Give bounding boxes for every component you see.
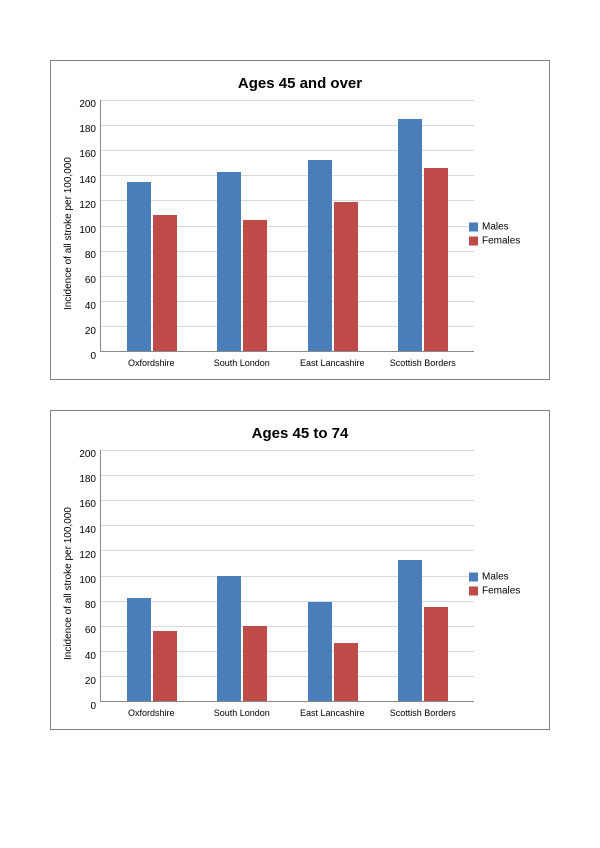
legend-label: Males bbox=[482, 222, 509, 233]
bar bbox=[243, 220, 267, 351]
bar bbox=[334, 202, 358, 351]
bar bbox=[243, 626, 267, 701]
legend-label: Females bbox=[482, 236, 520, 247]
bar bbox=[153, 631, 177, 701]
bar-group bbox=[288, 450, 378, 701]
x-labels: OxfordshireSouth LondonEast LancashireSc… bbox=[100, 702, 474, 718]
bar bbox=[127, 598, 151, 701]
y-ticks: 200180160140120100806040200 bbox=[76, 100, 100, 352]
legend-item: Males bbox=[469, 222, 529, 233]
bar bbox=[398, 119, 422, 351]
bar-group bbox=[107, 100, 197, 351]
legend-label: Males bbox=[482, 572, 509, 583]
page: Ages 45 and over Incidence of all stroke … bbox=[0, 0, 600, 800]
y-ticks: 200180160140120100806040200 bbox=[76, 450, 100, 702]
plot-area bbox=[100, 450, 474, 702]
x-label: Scottish Borders bbox=[378, 352, 469, 368]
bar bbox=[398, 560, 422, 701]
chart-box-0: Ages 45 and over Incidence of all stroke … bbox=[50, 60, 550, 380]
chart-title: Ages 45 to 74 bbox=[61, 425, 539, 442]
bar-group bbox=[197, 100, 287, 351]
legend: Males Females bbox=[469, 569, 529, 600]
bar bbox=[217, 576, 241, 702]
bar-groups bbox=[101, 450, 474, 701]
legend-swatch bbox=[469, 237, 478, 246]
y-axis-title: Incidence of all stroke per 100,000 bbox=[61, 100, 76, 368]
bar bbox=[127, 182, 151, 351]
bar-groups bbox=[101, 100, 474, 351]
legend-swatch bbox=[469, 587, 478, 596]
bar bbox=[424, 168, 448, 351]
y-axis-title: Incidence of all stroke per 100,000 bbox=[61, 450, 76, 718]
x-label: East Lancashire bbox=[287, 702, 378, 718]
bar bbox=[308, 160, 332, 351]
legend-item: Males bbox=[469, 572, 529, 583]
bar-group bbox=[197, 450, 287, 701]
bar bbox=[424, 607, 448, 701]
chart-title: Ages 45 and over bbox=[61, 75, 539, 92]
bar-group bbox=[378, 100, 468, 351]
x-label: Oxfordshire bbox=[106, 702, 197, 718]
x-label: Oxfordshire bbox=[106, 352, 197, 368]
bar-group bbox=[378, 450, 468, 701]
legend-item: Females bbox=[469, 586, 529, 597]
legend-swatch bbox=[469, 573, 478, 582]
legend-item: Females bbox=[469, 236, 529, 247]
chart-box-1: Ages 45 to 74 Incidence of all stroke per… bbox=[50, 410, 550, 730]
plot-area bbox=[100, 100, 474, 352]
bar bbox=[308, 602, 332, 701]
legend: Males Females bbox=[469, 219, 529, 250]
bar bbox=[153, 215, 177, 351]
bar-group bbox=[288, 100, 378, 351]
x-label: South London bbox=[197, 352, 288, 368]
x-label: Scottish Borders bbox=[378, 702, 469, 718]
x-labels: OxfordshireSouth LondonEast LancashireSc… bbox=[100, 352, 474, 368]
legend-label: Females bbox=[482, 586, 520, 597]
x-label: South London bbox=[197, 702, 288, 718]
bar bbox=[217, 172, 241, 351]
legend-swatch bbox=[469, 223, 478, 232]
bar-group bbox=[107, 450, 197, 701]
bar bbox=[334, 643, 358, 701]
x-label: East Lancashire bbox=[287, 352, 378, 368]
